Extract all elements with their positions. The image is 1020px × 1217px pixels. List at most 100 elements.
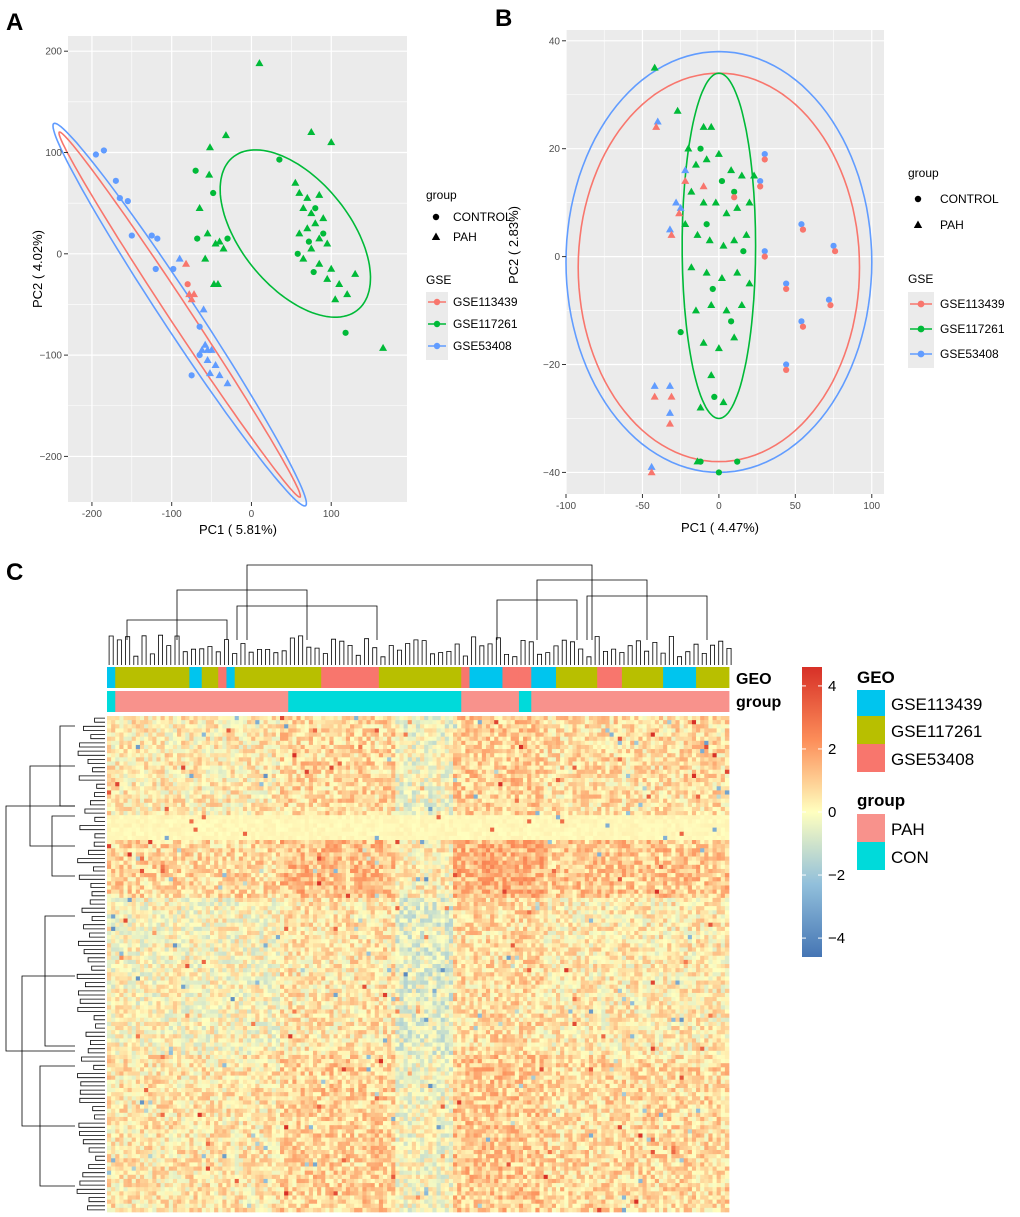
heatmap-cell (704, 786, 709, 791)
heatmap-cell (724, 724, 730, 729)
heatmap-cell (308, 815, 314, 820)
heatmap-cell (127, 765, 133, 771)
heatmap-cell (560, 819, 565, 824)
heatmap-cell (539, 778, 544, 783)
column-dendrogram-branch (273, 652, 279, 665)
heatmap-cell (477, 761, 483, 766)
heatmap-cell (716, 732, 722, 738)
heatmap-cell (317, 794, 322, 800)
heatmap-cell (234, 786, 240, 791)
heatmap-cell (275, 827, 281, 833)
heatmap-cell (539, 761, 544, 766)
heatmap-cell (609, 786, 615, 791)
group-annotation-cell (469, 691, 503, 712)
heatmap-cell (572, 769, 577, 775)
heatmap-cell (465, 806, 470, 812)
heatmap-cell (197, 757, 203, 762)
chart-b-legend-gse113439-dot (917, 300, 925, 308)
b-x-tick-label: -100 (556, 501, 576, 512)
heatmap-cell (473, 819, 479, 824)
heatmap-cell (675, 773, 680, 779)
heatmap-cell (172, 802, 178, 808)
heatmap-cell (127, 732, 133, 738)
heatmap-cell (148, 724, 153, 729)
heatmap-cell (263, 757, 268, 762)
a-y-tick-label: −200 (39, 452, 62, 463)
heatmap-cell (420, 786, 425, 791)
heatmap-cell (296, 806, 301, 812)
heatmap-cell (345, 811, 351, 816)
heatmap-cell (564, 819, 569, 824)
heatmap-cell (271, 757, 277, 762)
heatmap-cell (214, 753, 219, 758)
heatmap-cell (555, 786, 561, 791)
heatmap-cell (378, 802, 384, 808)
heatmap-cell (255, 802, 260, 808)
heatmap-cell (156, 831, 161, 837)
heatmap-cell (337, 773, 343, 779)
heatmap-cell (263, 815, 268, 820)
heatmap-cell (597, 823, 602, 828)
heatmap-cell (395, 819, 400, 824)
heatmap-cell (543, 716, 549, 721)
heatmap-cell (201, 815, 207, 820)
heatmap-cell (494, 749, 499, 754)
heatmap-cell (345, 736, 351, 742)
heatmap-cell (407, 802, 413, 808)
heatmap-cell (535, 720, 540, 725)
heatmap-cell (687, 773, 693, 779)
heatmap-cell (391, 720, 396, 725)
heatmap-cell (193, 736, 198, 742)
heatmap-cell (197, 773, 203, 779)
row-dendrogram-branch (89, 932, 105, 938)
heatmap-cell (576, 744, 582, 750)
heatmap-cell (626, 806, 631, 812)
heatmap-cell (317, 757, 322, 762)
heatmap-cell (708, 790, 713, 795)
heatmap-cell (696, 773, 701, 779)
heatmap-cell (436, 835, 442, 841)
heatmap-cell (407, 728, 413, 733)
heatmap-cell (341, 794, 347, 800)
heatmap-cell (107, 790, 112, 795)
heatmap-cell (411, 744, 417, 750)
heatmap-cell (247, 782, 252, 787)
heatmap-cell (498, 790, 503, 795)
heatmap-cell (514, 765, 520, 771)
heatmap-cell (119, 794, 124, 800)
heatmap-cell (424, 802, 429, 808)
heatmap-cell (605, 782, 610, 787)
heatmap-cell (275, 716, 281, 721)
heatmap-cell (312, 811, 318, 816)
heatmap-cell (473, 802, 479, 808)
heatmap-cell (189, 798, 194, 804)
chart-b-legend-gse53408-label: GSE53408 (940, 347, 999, 361)
heatmap-cell (654, 786, 660, 791)
heatmap-cell (222, 815, 227, 820)
heatmap-cell (247, 835, 252, 841)
heatmap-cell (321, 811, 326, 816)
heatmap-cell (378, 744, 384, 750)
heatmap-cell (576, 831, 582, 837)
heatmap-cell (473, 736, 479, 742)
heatmap-cell (597, 778, 602, 783)
heatmap-cell (626, 819, 631, 824)
a-point-pah (331, 295, 340, 303)
heatmap-cell (704, 753, 709, 758)
heatmap-cell (473, 724, 479, 729)
heatmap-cell (584, 831, 590, 837)
heatmap-cell (337, 778, 343, 783)
heatmap-cell (255, 728, 260, 733)
row-dendrogram-branch (81, 907, 105, 913)
heatmap-cell (597, 757, 602, 762)
b-point-pah (691, 306, 700, 314)
heatmap-cell (650, 802, 656, 808)
heatmap-cell (671, 732, 676, 738)
heatmap-cell (428, 736, 433, 742)
heatmap-cell (535, 786, 540, 791)
heatmap-cell (440, 769, 446, 775)
heatmap-cell (465, 819, 470, 824)
heatmap-cell (469, 835, 474, 841)
heatmap-cell (704, 765, 709, 771)
heatmap-cell (568, 769, 573, 775)
